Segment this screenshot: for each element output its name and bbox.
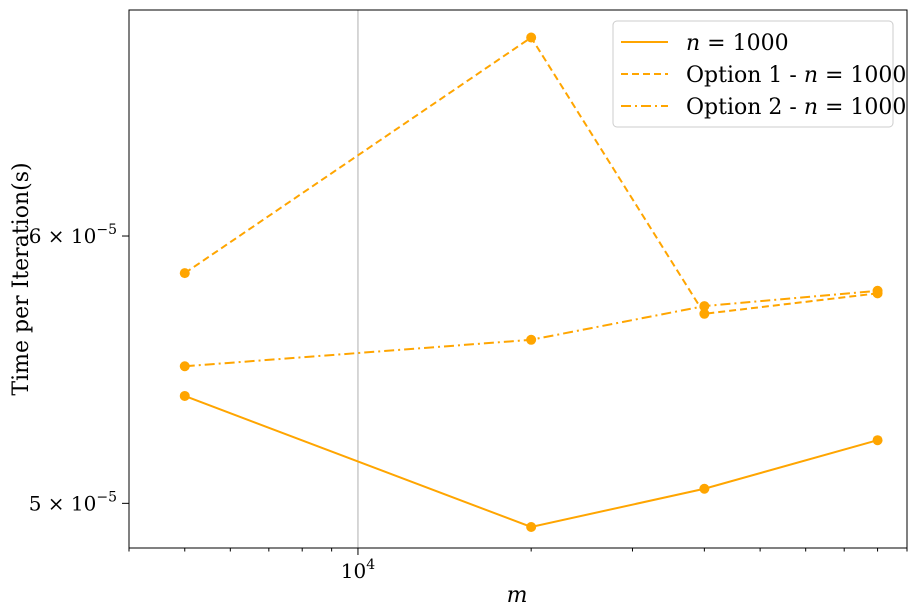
data-point [699,301,710,312]
x-axis-label: m [507,583,528,608]
series-line-2 [184,36,878,315]
y-tick-label: 5 × 10−5 [29,489,117,515]
data-point [526,334,537,345]
data-point [179,268,190,279]
data-point [526,32,537,43]
ticks-layer: 104 5 × 10−5 6 × 10−5 [29,222,908,583]
x-tick-label: 104 [341,557,375,583]
data-point [179,390,190,401]
legend-entries: n = 1000 Option 1 - n = 1000 Option 2 - n … [621,31,906,120]
y-axis-label: Time per Iteration(s) [9,162,34,395]
series-layer [179,32,883,532]
legend: n = 1000 Option 1 - n = 1000 Option 2 - n … [612,20,906,128]
data-point [179,361,190,372]
data-point [526,521,537,532]
legend-label-3: Option 2 - n = 1000 [686,95,906,120]
y-tick-label: 6 × 10−5 [29,222,117,248]
legend-box [612,20,894,128]
data-point [872,435,883,446]
legend-label-1: n = 1000 [686,31,789,56]
data-point [872,285,883,296]
series-line-3 [184,289,878,368]
data-point [699,308,710,319]
series-line-1 [184,395,878,529]
data-point [699,483,710,494]
legend-label-2: Option 1 - n = 1000 [686,63,906,88]
plot-frame [128,9,908,549]
